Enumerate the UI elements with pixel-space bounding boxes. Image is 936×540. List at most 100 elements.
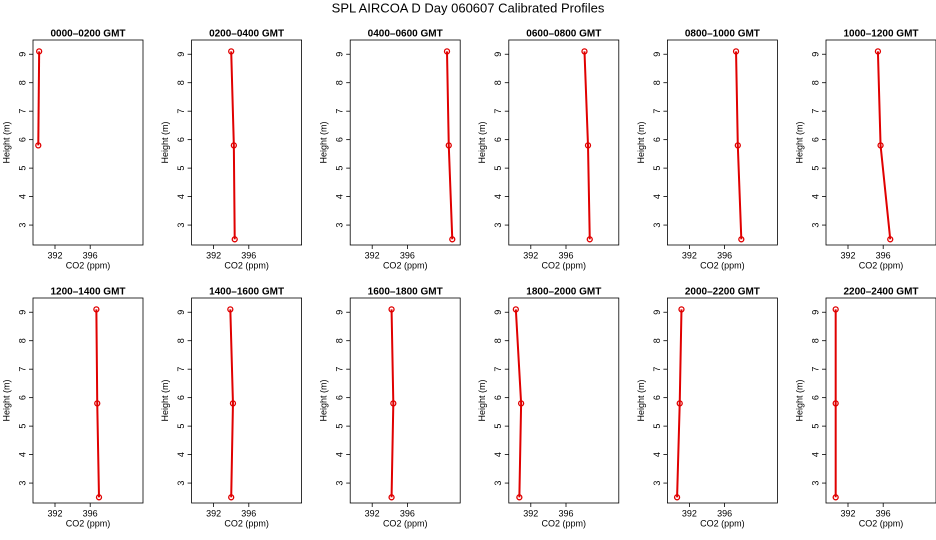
y-tick-label: 6 — [810, 137, 820, 142]
panel-title: 0000–0200 GMT — [50, 29, 125, 40]
profile-line — [676, 309, 683, 498]
panel-title: 1400–1600 GMT — [209, 287, 284, 298]
x-tick-label: 392 — [523, 508, 538, 518]
x-tick-label: 392 — [682, 508, 697, 518]
y-tick-label: 3 — [17, 481, 27, 486]
x-axis-label: CO2 (ppm) — [66, 518, 111, 528]
y-tick-label: 6 — [652, 137, 662, 142]
x-tick-label: 392 — [47, 508, 62, 518]
y-tick-label: 8 — [17, 338, 27, 343]
x-axis-label: CO2 (ppm) — [859, 518, 904, 528]
x-tick-label: 396 — [400, 250, 415, 260]
y-tick-label: 5 — [176, 424, 186, 429]
y-tick-label: 4 — [176, 194, 186, 199]
y-tick-label: 3 — [176, 481, 186, 486]
data-point — [678, 306, 685, 313]
plot-box — [349, 39, 461, 246]
data-point — [36, 48, 43, 55]
y-tick-label: 5 — [176, 166, 186, 171]
panel-title: 1600–1800 GMT — [368, 287, 443, 298]
plot-box — [508, 297, 620, 504]
plot-box — [32, 297, 144, 504]
x-axis-label: CO2 (ppm) — [859, 260, 904, 270]
x-axis-label: CO2 (ppm) — [700, 518, 745, 528]
y-tick-label: 5 — [652, 424, 662, 429]
y-tick-label: 7 — [493, 109, 503, 114]
x-tick-label: 396 — [400, 508, 415, 518]
y-tick-label: 9 — [176, 52, 186, 57]
y-tick-label: 5 — [17, 166, 27, 171]
data-point — [35, 142, 42, 149]
data-point — [516, 494, 523, 501]
x-tick-label: 396 — [83, 508, 98, 518]
data-point — [581, 48, 588, 55]
y-tick-label: 4 — [493, 194, 503, 199]
data-point — [95, 494, 103, 501]
plot-box — [191, 39, 303, 246]
x-tick-label: 392 — [840, 250, 855, 260]
y-tick-label: 4 — [810, 194, 820, 199]
x-axis-label: CO2 (ppm) — [224, 518, 269, 528]
y-tick-label: 6 — [335, 137, 345, 142]
profile-line — [876, 51, 892, 240]
y-tick-label: 8 — [335, 338, 345, 343]
y-tick-label: 4 — [652, 452, 662, 457]
y-axis-label: Height (m) — [1, 379, 11, 421]
data-point — [732, 48, 740, 55]
panel-title: 0200–0400 GMT — [209, 29, 284, 40]
data-point — [228, 48, 235, 55]
y-tick-label: 4 — [176, 452, 186, 457]
y-tick-label: 8 — [176, 80, 186, 85]
x-tick-label: 396 — [558, 250, 573, 260]
x-axis-label: CO2 (ppm) — [542, 260, 587, 270]
y-tick-label: 8 — [335, 80, 345, 85]
x-axis-label: CO2 (ppm) — [224, 260, 269, 270]
panel-title: 1000–1200 GMT — [843, 29, 918, 40]
x-tick-label: 392 — [840, 508, 855, 518]
y-tick-label: 6 — [493, 395, 503, 400]
y-axis-label: Height (m) — [477, 121, 487, 163]
y-tick-label: 9 — [493, 310, 503, 315]
y-tick-label: 9 — [493, 52, 503, 57]
y-axis-label: Height (m) — [477, 379, 487, 421]
y-tick-label: 9 — [335, 52, 345, 57]
y-tick-label: 3 — [810, 481, 820, 486]
panel-title: 0400–0600 GMT — [368, 29, 443, 40]
y-tick-label: 3 — [176, 223, 186, 228]
y-tick-label: 5 — [810, 166, 820, 171]
data-point — [94, 400, 101, 407]
x-tick-label: 392 — [365, 250, 380, 260]
y-tick-label: 4 — [17, 194, 27, 199]
y-axis-label: Height (m) — [319, 379, 329, 421]
y-tick-label: 6 — [335, 395, 345, 400]
y-tick-label: 7 — [17, 109, 27, 114]
y-axis-label: Height (m) — [794, 379, 804, 421]
x-axis-label: CO2 (ppm) — [542, 518, 587, 528]
y-tick-label: 9 — [176, 310, 186, 315]
x-tick-label: 396 — [717, 508, 732, 518]
x-tick-label: 396 — [876, 508, 891, 518]
y-tick-label: 5 — [652, 166, 662, 171]
data-point — [512, 306, 519, 313]
y-tick-label: 3 — [335, 481, 345, 486]
data-point — [832, 306, 839, 313]
y-tick-label: 4 — [652, 194, 662, 199]
panel-title: 2200–2400 GMT — [843, 287, 918, 298]
x-tick-label: 392 — [206, 508, 221, 518]
data-point — [230, 142, 237, 149]
data-point — [887, 236, 894, 243]
profile-line — [230, 51, 236, 240]
y-tick-label: 3 — [810, 223, 820, 228]
y-tick-label: 6 — [176, 395, 186, 400]
y-tick-label: 6 — [17, 395, 27, 400]
y-axis-label: Height (m) — [636, 379, 646, 421]
y-axis-label: Height (m) — [1, 121, 11, 163]
y-tick-label: 9 — [652, 52, 662, 57]
data-point — [229, 400, 237, 407]
y-tick-label: 3 — [652, 223, 662, 228]
y-tick-label: 7 — [493, 367, 503, 372]
data-point — [231, 236, 238, 243]
data-point — [734, 142, 741, 149]
y-tick-label: 6 — [810, 395, 820, 400]
